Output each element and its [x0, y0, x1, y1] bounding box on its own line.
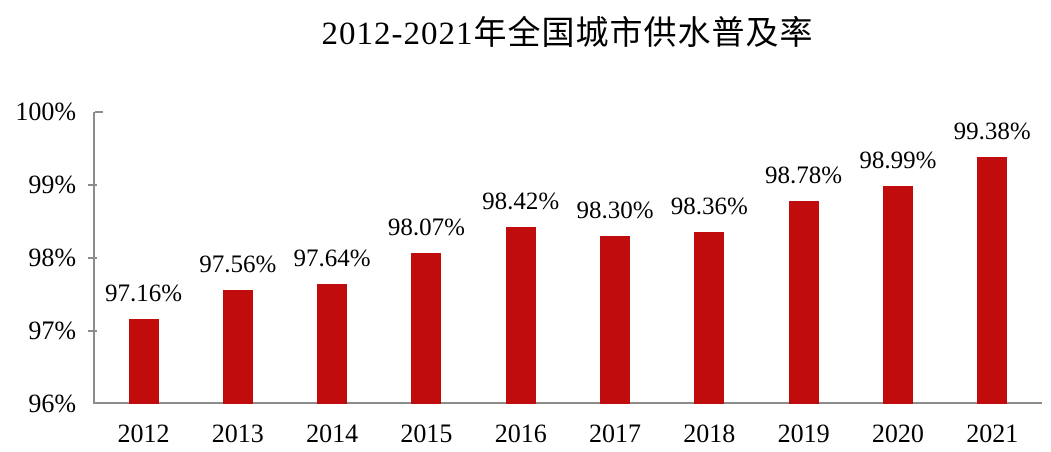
bar: [317, 284, 348, 404]
x-axis-category-label: 2014: [306, 419, 359, 448]
bar-value-label: 97.64%: [293, 245, 371, 273]
x-axis-category-label: 2012: [117, 419, 170, 448]
y-axis-tick-label: 99%: [28, 170, 76, 199]
bar-value-label: 97.16%: [104, 280, 183, 308]
x-axis-category-label: 2013: [211, 419, 264, 448]
y-axis-tick-mark: [88, 184, 97, 186]
bar-value-label: 98.30%: [576, 197, 654, 225]
bar: [788, 201, 819, 404]
x-axis-category-label: 2017: [589, 419, 641, 448]
bar-value-label: 98.78%: [765, 162, 843, 190]
y-axis-tick-label: 100%: [15, 97, 76, 126]
bar-value-label: 97.56%: [199, 251, 277, 279]
bar: [222, 290, 253, 404]
x-axis-category-label: 2016: [494, 419, 547, 448]
bar: [411, 252, 442, 404]
bar: [694, 231, 725, 404]
y-axis-tick-mark: [95, 111, 103, 113]
x-axis-category-label: 2018: [683, 419, 736, 448]
y-axis-tick-mark: [88, 330, 97, 332]
x-axis-category-label: 2019: [777, 419, 830, 448]
y-axis-tick-label: 97%: [28, 316, 76, 345]
y-axis-tick-label: 98%: [28, 243, 76, 272]
chart-title: 2012-2021年全国城市供水普及率: [321, 16, 814, 52]
bar-value-label: 98.42%: [482, 188, 560, 216]
y-axis-tick-label: 96%: [28, 389, 76, 418]
y-axis-tick-mark: [88, 257, 97, 259]
bar: [600, 236, 630, 404]
x-axis-category-label: 2021: [966, 419, 1019, 448]
bar-value-label: 98.99%: [859, 146, 937, 174]
bar-value-label: 98.07%: [387, 213, 465, 241]
bar-value-label: 99.38%: [953, 118, 1031, 146]
x-axis-category-label: 2015: [400, 419, 453, 448]
x-axis-category-label: 2020: [871, 419, 924, 448]
bar-value-label: 98.36%: [670, 192, 748, 220]
bar: [505, 227, 536, 404]
bar: [977, 157, 1008, 404]
bar: [882, 185, 913, 404]
bar: [128, 319, 159, 404]
